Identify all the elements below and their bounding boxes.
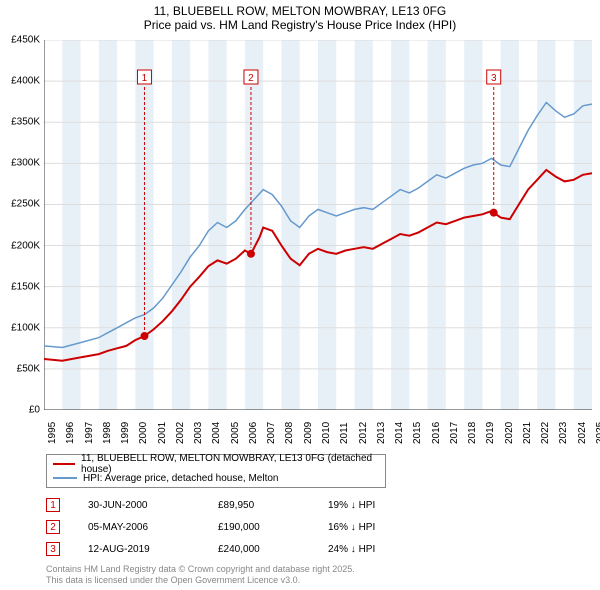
titles: 11, BLUEBELL ROW, MELTON MOWBRAY, LE13 0… (0, 0, 600, 32)
y-label: £400K (11, 76, 40, 87)
tx-date: 30-JUN-2000 (88, 500, 218, 511)
tx-price: £190,000 (218, 522, 328, 533)
tx-marker: 3 (46, 542, 60, 556)
y-axis: £0£50K£100K£150K£200K£250K£300K£350K£400… (0, 40, 44, 410)
x-label: 2005 (230, 422, 241, 444)
x-label: 2019 (485, 422, 496, 444)
x-label: 2001 (157, 422, 168, 444)
tx-marker: 2 (46, 520, 60, 534)
year-band (318, 40, 336, 410)
x-label: 2008 (284, 422, 295, 444)
year-band (501, 40, 519, 410)
y-label: £150K (11, 281, 40, 292)
x-label: 2018 (467, 422, 478, 444)
x-label: 2020 (504, 422, 515, 444)
chart-container: 11, BLUEBELL ROW, MELTON MOWBRAY, LE13 0… (0, 0, 600, 590)
footer: Contains HM Land Registry data © Crown c… (46, 564, 355, 586)
x-label: 2002 (175, 422, 186, 444)
chart-area: 1 2 3 (44, 40, 592, 410)
x-label: 2023 (558, 422, 569, 444)
y-label: £250K (11, 199, 40, 210)
tx-marker-num: 1 (142, 73, 148, 84)
x-label: 1996 (65, 422, 76, 444)
year-band (245, 40, 263, 410)
x-label: 2016 (431, 422, 442, 444)
x-label: 2010 (321, 422, 332, 444)
year-band (208, 40, 226, 410)
legend-swatch (53, 463, 75, 465)
x-label: 2004 (211, 422, 222, 444)
x-axis: 1995 1996 1997 1998 1999 2000 2001 2002 2003 2004… (44, 414, 592, 454)
y-label: £300K (11, 158, 40, 169)
tx-point (247, 250, 255, 258)
x-label: 2011 (339, 422, 350, 444)
x-label: 1995 (47, 422, 58, 444)
footer-line1: Contains HM Land Registry data © Crown c… (46, 564, 355, 575)
tx-date: 12-AUG-2019 (88, 544, 218, 555)
y-label: £450K (11, 35, 40, 46)
x-label: 2000 (138, 422, 149, 444)
year-band (62, 40, 80, 410)
tx-point (490, 209, 498, 217)
x-label: 2014 (394, 422, 405, 444)
legend: 11, BLUEBELL ROW, MELTON MOWBRAY, LE13 0… (46, 454, 386, 488)
x-label: 2015 (412, 422, 423, 444)
year-band (464, 40, 482, 410)
y-label: £100K (11, 322, 40, 333)
tx-price: £89,950 (218, 500, 328, 511)
x-label: 2003 (193, 422, 204, 444)
y-label: £350K (11, 117, 40, 128)
tx-marker: 1 (46, 498, 60, 512)
tx-marker-num: 3 (491, 73, 497, 84)
tx-row: 2 05-MAY-2006£190,00016% ↓ HPI (46, 516, 566, 538)
tx-price: £240,000 (218, 544, 328, 555)
y-label: £0 (29, 405, 40, 416)
y-label: £50K (17, 363, 40, 374)
x-label: 2022 (540, 422, 551, 444)
tx-date: 05-MAY-2006 (88, 522, 218, 533)
legend-swatch (53, 477, 77, 479)
x-label: 1998 (102, 422, 113, 444)
x-label: 2017 (449, 422, 460, 444)
tx-delta: 24% ↓ HPI (328, 544, 428, 555)
x-label: 1999 (120, 422, 131, 444)
year-band (99, 40, 117, 410)
x-label: 1997 (84, 422, 95, 444)
year-band (391, 40, 409, 410)
tx-row: 3 12-AUG-2019£240,00024% ↓ HPI (46, 538, 566, 560)
x-label: 2013 (376, 422, 387, 444)
y-label: £200K (11, 240, 40, 251)
tx-delta: 19% ↓ HPI (328, 500, 428, 511)
x-label: 2024 (577, 422, 588, 444)
tx-point (140, 332, 148, 340)
tx-row: 1 30-JUN-2000£89,95019% ↓ HPI (46, 494, 566, 516)
x-label: 2012 (358, 422, 369, 444)
legend-row: 11, BLUEBELL ROW, MELTON MOWBRAY, LE13 0… (53, 457, 379, 471)
tx-delta: 16% ↓ HPI (328, 522, 428, 533)
x-label: 2006 (248, 422, 259, 444)
title-sub: Price paid vs. HM Land Registry's House … (0, 18, 600, 32)
x-label: 2007 (266, 422, 277, 444)
year-band (355, 40, 373, 410)
tx-marker-num: 2 (248, 73, 254, 84)
year-band (537, 40, 555, 410)
title-main: 11, BLUEBELL ROW, MELTON MOWBRAY, LE13 0… (0, 4, 600, 18)
transactions-table: 1 30-JUN-2000£89,95019% ↓ HPI 2 05-MAY-2006… (46, 494, 566, 560)
year-band (172, 40, 190, 410)
x-label: 2021 (522, 422, 533, 444)
x-label: 2025 (595, 422, 600, 444)
footer-line2: This data is licensed under the Open Gov… (46, 575, 355, 586)
year-band (574, 40, 592, 410)
x-label: 2009 (303, 422, 314, 444)
chart-svg: 1 2 3 (44, 40, 592, 410)
legend-label: HPI: Average price, detached house, Melt… (83, 473, 279, 484)
